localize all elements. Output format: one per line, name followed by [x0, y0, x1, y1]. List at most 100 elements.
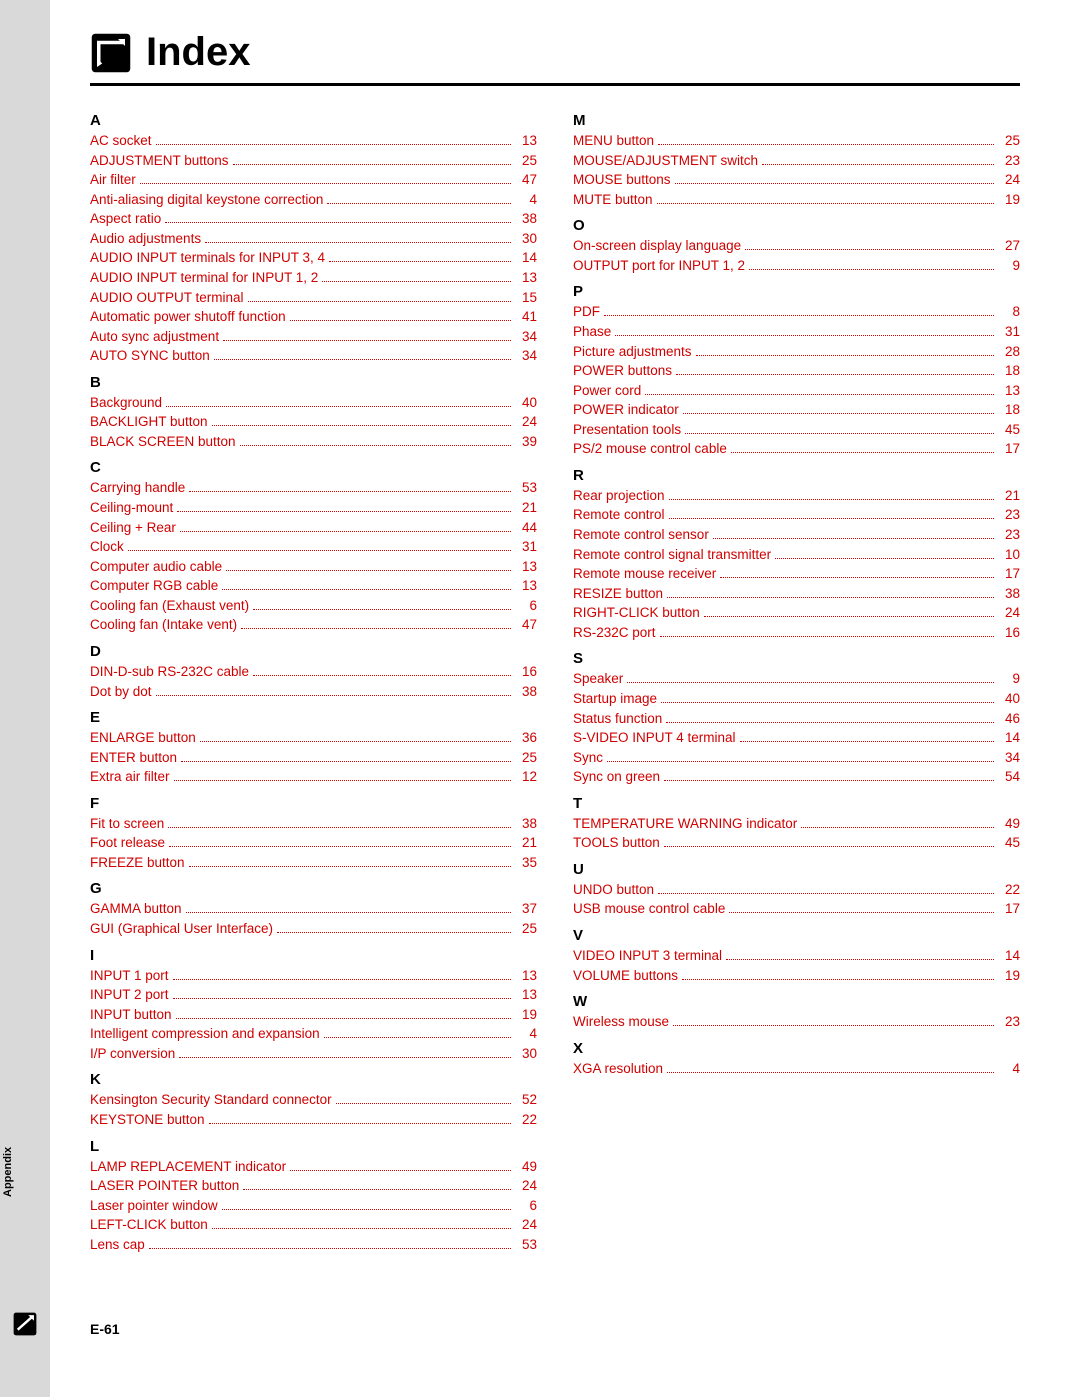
index-entry[interactable]: FREEZE button35	[90, 853, 537, 873]
entry-dots	[253, 675, 511, 676]
index-entry[interactable]: XGA resolution4	[573, 1059, 1020, 1079]
index-entry[interactable]: Remote control23	[573, 505, 1020, 525]
page-number: E-61	[90, 1321, 120, 1337]
entry-label: KEYSTONE button	[90, 1110, 205, 1130]
index-entry[interactable]: Startup image40	[573, 689, 1020, 709]
entry-label: Startup image	[573, 689, 657, 709]
index-entry[interactable]: Remote control sensor23	[573, 525, 1020, 545]
index-entry[interactable]: Air filter47	[90, 170, 537, 190]
index-entry[interactable]: Remote mouse receiver17	[573, 564, 1020, 584]
index-entry[interactable]: Power cord13	[573, 381, 1020, 401]
header-rule	[90, 83, 1020, 86]
index-entry[interactable]: LASER POINTER button24	[90, 1176, 537, 1196]
index-entry[interactable]: MOUSE/ADJUSTMENT switch23	[573, 151, 1020, 171]
entry-label: OUTPUT port for INPUT 1, 2	[573, 256, 745, 276]
index-entry[interactable]: Intelligent compression and expansion4	[90, 1024, 537, 1044]
index-entry[interactable]: GAMMA button37	[90, 899, 537, 919]
index-entry[interactable]: AUDIO INPUT terminal for INPUT 1, 213	[90, 268, 537, 288]
index-entry[interactable]: BLACK SCREEN button39	[90, 432, 537, 452]
index-entry[interactable]: Computer audio cable13	[90, 557, 537, 577]
index-entry[interactable]: Kensington Security Standard connector52	[90, 1090, 537, 1110]
index-entry[interactable]: Wireless mouse 23	[573, 1012, 1020, 1032]
index-entry[interactable]: Clock31	[90, 537, 537, 557]
entry-dots	[290, 320, 511, 321]
index-entry[interactable]: Dot by dot38	[90, 682, 537, 702]
index-entry[interactable]: VOLUME buttons19	[573, 966, 1020, 986]
index-entry[interactable]: AC socket13	[90, 131, 537, 151]
entry-label: Wireless mouse	[573, 1012, 669, 1032]
index-entry[interactable]: POWER indicator18	[573, 400, 1020, 420]
entry-dots	[156, 144, 511, 145]
index-entry[interactable]: Lens cap53	[90, 1235, 537, 1255]
index-entry[interactable]: AUDIO INPUT terminals for INPUT 3, 414	[90, 248, 537, 268]
index-entry[interactable]: DIN-D-sub RS-232C cable16	[90, 662, 537, 682]
index-entry[interactable]: OUTPUT port for INPUT 1, 29	[573, 256, 1020, 276]
entry-page: 40	[515, 393, 537, 413]
index-entry[interactable]: Fit to screen38	[90, 814, 537, 834]
section-letter: E	[90, 709, 537, 726]
index-entry[interactable]: AUDIO OUTPUT terminal15	[90, 288, 537, 308]
index-entry[interactable]: Carrying handle53	[90, 478, 537, 498]
index-entry[interactable]: POWER buttons18	[573, 361, 1020, 381]
index-entry[interactable]: KEYSTONE button22	[90, 1110, 537, 1130]
index-entry[interactable]: Cooling fan (Intake vent)47	[90, 615, 537, 635]
index-entry[interactable]: Extra air filter12	[90, 767, 537, 787]
index-entry[interactable]: Auto sync adjustment34	[90, 327, 537, 347]
index-entry[interactable]: Cooling fan (Exhaust vent)6	[90, 596, 537, 616]
index-entry[interactable]: Automatic power shutoff function41	[90, 307, 537, 327]
index-entry[interactable]: PDF8	[573, 302, 1020, 322]
index-entry[interactable]: USB mouse control cable17	[573, 899, 1020, 919]
index-entry[interactable]: RESIZE button38	[573, 584, 1020, 604]
index-entry[interactable]: LEFT-CLICK button24	[90, 1215, 537, 1235]
index-entry[interactable]: I/P conversion30	[90, 1044, 537, 1064]
index-entry[interactable]: GUI (Graphical User Interface)25	[90, 919, 537, 939]
index-entry[interactable]: ENLARGE button36	[90, 728, 537, 748]
index-entry[interactable]: ADJUSTMENT buttons25	[90, 151, 537, 171]
index-entry[interactable]: S-VIDEO INPUT 4 terminal14	[573, 728, 1020, 748]
index-columns: AAC socket13ADJUSTMENT buttons25Air filt…	[90, 104, 1020, 1254]
index-entry[interactable]: TEMPERATURE WARNING indicator49	[573, 814, 1020, 834]
entry-label: LAMP REPLACEMENT indicator	[90, 1157, 286, 1177]
index-entry[interactable]: INPUT button19	[90, 1005, 537, 1025]
index-entry[interactable]: Computer RGB cable13	[90, 576, 537, 596]
index-entry[interactable]: Audio adjustments30	[90, 229, 537, 249]
index-entry[interactable]: Picture adjustments28	[573, 342, 1020, 362]
index-entry[interactable]: Phase31	[573, 322, 1020, 342]
index-entry[interactable]: ENTER button25	[90, 748, 537, 768]
index-entry[interactable]: VIDEO INPUT 3 terminal14	[573, 946, 1020, 966]
index-entry[interactable]: INPUT 2 port13	[90, 985, 537, 1005]
index-entry[interactable]: Anti-aliasing digital keystone correctio…	[90, 190, 537, 210]
entry-label: Kensington Security Standard connector	[90, 1090, 332, 1110]
index-entry[interactable]: Remote control signal transmitter10	[573, 545, 1020, 565]
index-entry[interactable]: MOUSE buttons24	[573, 170, 1020, 190]
index-entry[interactable]: TOOLS button45	[573, 833, 1020, 853]
index-entry[interactable]: RIGHT-CLICK button24	[573, 603, 1020, 623]
index-entry[interactable]: Laser pointer window6	[90, 1196, 537, 1216]
entry-page: 19	[998, 190, 1020, 210]
index-entry[interactable]: Rear projection21	[573, 486, 1020, 506]
index-entry[interactable]: LAMP REPLACEMENT indicator49	[90, 1157, 537, 1177]
index-entry[interactable]: Presentation tools45	[573, 420, 1020, 440]
index-entry[interactable]: INPUT 1 port13	[90, 966, 537, 986]
index-entry[interactable]: BACKLIGHT button24	[90, 412, 537, 432]
index-entry[interactable]: On-screen display language27	[573, 236, 1020, 256]
entry-label: Remote mouse receiver	[573, 564, 716, 584]
index-entry[interactable]: Status function46	[573, 709, 1020, 729]
index-entry[interactable]: UNDO button22	[573, 880, 1020, 900]
index-entry[interactable]: Ceiling + Rear44	[90, 518, 537, 538]
index-entry[interactable]: Foot release21	[90, 833, 537, 853]
index-entry[interactable]: MENU button25	[573, 131, 1020, 151]
index-entry[interactable]: Ceiling-mount21	[90, 498, 537, 518]
index-entry[interactable]: AUTO SYNC button34	[90, 346, 537, 366]
index-entry[interactable]: MUTE button19	[573, 190, 1020, 210]
index-entry[interactable]: Sync34	[573, 748, 1020, 768]
index-entry[interactable]: RS-232C port16	[573, 623, 1020, 643]
index-entry[interactable]: PS/2 mouse control cable17	[573, 439, 1020, 459]
entry-page: 23	[998, 1012, 1020, 1032]
index-entry[interactable]: Sync on green54	[573, 767, 1020, 787]
index-entry[interactable]: Aspect ratio38	[90, 209, 537, 229]
entry-label: Fit to screen	[90, 814, 164, 834]
index-entry[interactable]: Speaker9	[573, 669, 1020, 689]
entry-dots	[604, 315, 994, 316]
index-entry[interactable]: Background40	[90, 393, 537, 413]
